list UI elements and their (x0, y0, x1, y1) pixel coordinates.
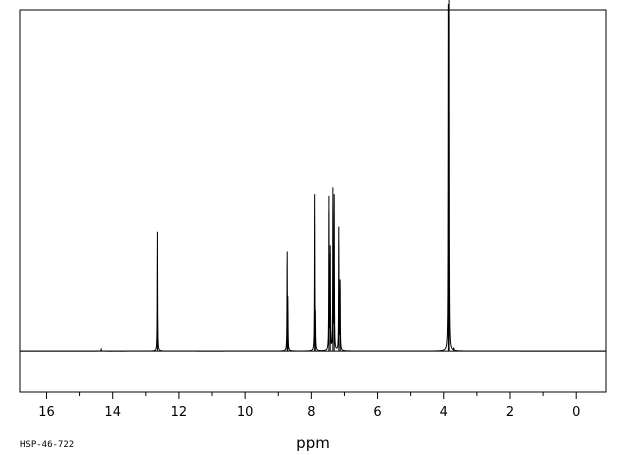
x-tick-label-0: 0 (572, 405, 580, 420)
x-tick-label-2: 2 (506, 405, 514, 420)
x-tick-label-16: 16 (38, 405, 55, 420)
x-axis-title: ppm (296, 434, 330, 452)
x-axis-tick-labels: 16 14 12 10 8 6 4 2 0 (38, 405, 580, 420)
x-tick-label-4: 4 (440, 405, 448, 420)
plot-frame (19, 9, 607, 393)
x-tick-label-14: 14 (104, 405, 121, 420)
spectrum-trace (20, 0, 606, 352)
x-tick-label-12: 12 (171, 405, 188, 420)
x-tick-label-6: 6 (373, 405, 381, 420)
x-axis-ticks (45, 392, 577, 399)
x-tick-label-10: 10 (237, 405, 254, 420)
x-tick-label-8: 8 (307, 405, 315, 420)
sample-code-label: HSP-46-722 (20, 440, 74, 450)
